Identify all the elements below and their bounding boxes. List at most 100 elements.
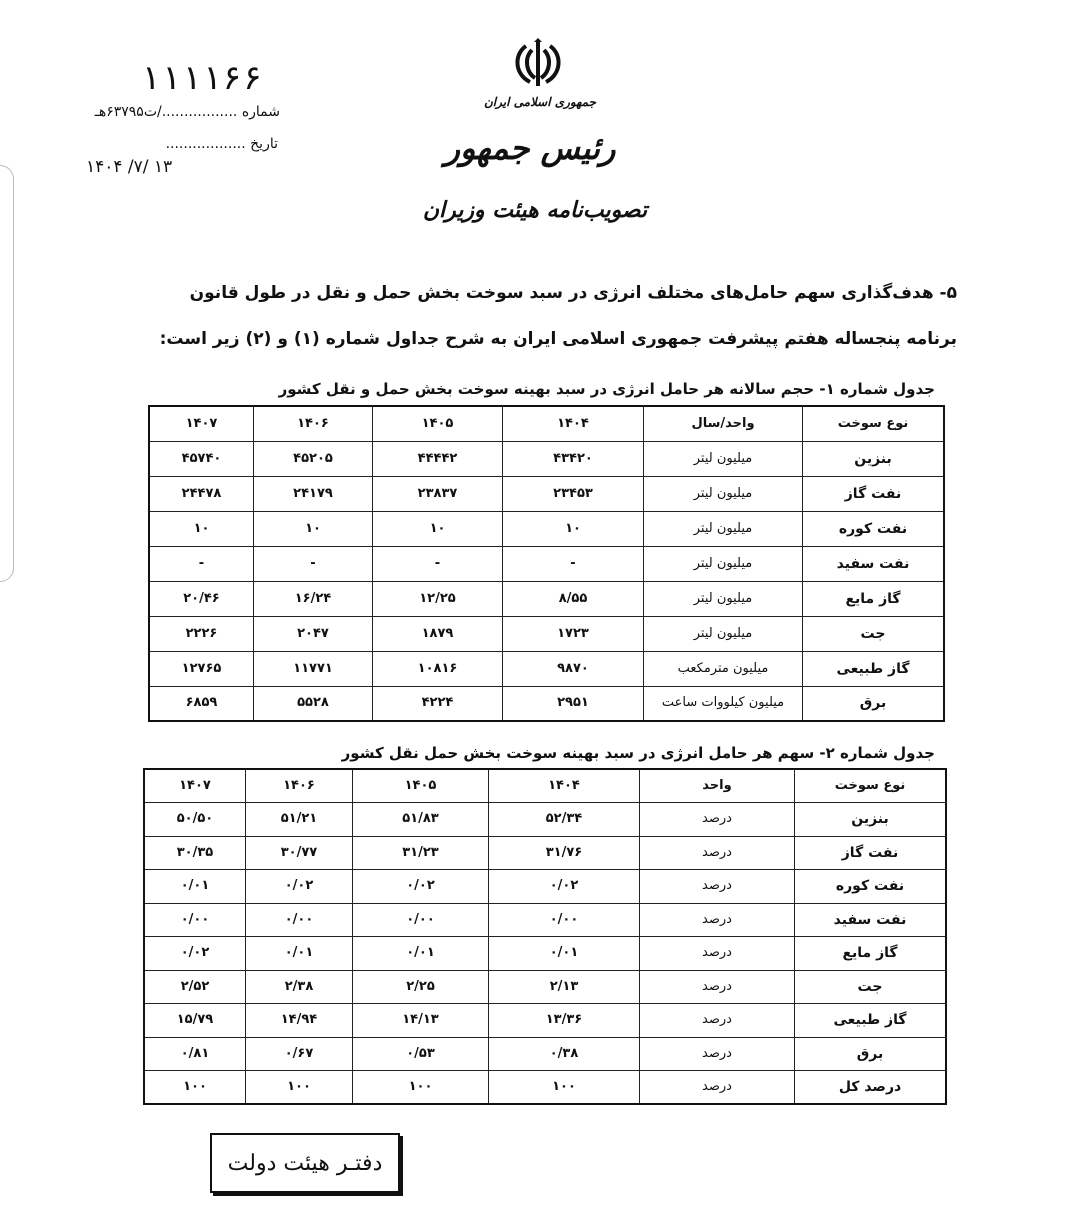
column-header: واحد <box>639 768 795 803</box>
value-cell: ۲۳۴۵۳ <box>502 475 644 512</box>
table-row: نفت گاز میلیون لیتر ۲۳۴۵۳ ۲۳۸۳۷ ۲۴۱۷۹ ۲۴۴۷۸ <box>148 475 945 512</box>
value-cell: ۲۰۴۷ <box>253 615 373 652</box>
value-cell: ۱۵/۷۹ <box>143 1003 246 1038</box>
value-cell: ۲۰/۴۶ <box>148 580 254 617</box>
fuel-type-cell: برق <box>794 1036 947 1071</box>
value-cell: ۱۲/۲۵ <box>372 580 503 617</box>
value-cell: ۴۵۷۴۰ <box>148 440 254 477</box>
value-cell: - <box>148 545 254 582</box>
table-row: نفت کوره میلیون لیتر ۱۰ ۱۰ ۱۰ ۱۰ <box>148 510 945 547</box>
value-cell: ۶۸۵۹ <box>148 685 254 722</box>
paragraph-line-1: ۵- هدف‌گذاری سهم حامل‌های مختلف انرژی در… <box>189 283 957 303</box>
value-cell: ۰/۳۸ <box>488 1036 640 1071</box>
value-cell: ۱۴/۱۳ <box>352 1003 489 1038</box>
fuel-type-cell: نفت سفید <box>794 902 947 937</box>
fuel-type-cell: جت <box>802 615 945 652</box>
table-row: برق درصد ۰/۳۸ ۰/۵۳ ۰/۶۷ ۰/۸۱ <box>143 1036 947 1071</box>
value-cell: ۰/۰۱ <box>352 936 489 971</box>
fuel-type-cell: نفت کوره <box>802 510 945 547</box>
table-header-row: نوع سوخت واحد ۱۴۰۴ ۱۴۰۵ ۱۴۰۶ ۱۴۰۷ <box>143 768 947 803</box>
value-cell: - <box>502 545 644 582</box>
value-cell: ۱۸۷۹ <box>372 615 503 652</box>
value-cell: ۰/۶۷ <box>245 1036 353 1071</box>
value-cell: ۲/۵۲ <box>143 969 246 1004</box>
unit-cell: درصد <box>639 902 795 937</box>
value-cell: ۱۰ <box>253 510 373 547</box>
value-cell: ۲۳۸۳۷ <box>372 475 503 512</box>
value-cell: ۲/۳۸ <box>245 969 353 1004</box>
column-header: ۱۴۰۵ <box>352 768 489 803</box>
value-cell: ۵۱/۸۳ <box>352 802 489 837</box>
fuel-type-cell: نفت کوره <box>794 869 947 904</box>
table1-title: جدول شماره ۱- حجم سالانه هر حامل انرژی د… <box>278 380 935 398</box>
value-cell: ۹۸۷۰ <box>502 650 644 687</box>
column-header: ۱۴۰۵ <box>372 405 503 442</box>
table-fuel-volume: نوع سوخت واحد/سال ۱۴۰۴ ۱۴۰۵ ۱۴۰۶ ۱۴۰۷ بنزین میل… <box>148 405 945 722</box>
fuel-type-cell: نفت سفید <box>802 545 945 582</box>
value-cell: ۰/۰۰ <box>352 902 489 937</box>
column-header: ۱۴۰۴ <box>488 768 640 803</box>
table-row: درصد کل درصد ۱۰۰ ۱۰۰ ۱۰۰ ۱۰۰ <box>143 1070 947 1105</box>
table-row: گاز طبیعی درصد ۱۳/۳۶ ۱۴/۱۳ ۱۴/۹۴ ۱۵/۷۹ <box>143 1003 947 1038</box>
table-fuel-share: نوع سوخت واحد ۱۴۰۴ ۱۴۰۵ ۱۴۰۶ ۱۴۰۷ بنزین درصد ۵۲/… <box>143 768 947 1105</box>
fuel-type-cell: گاز مایع <box>802 580 945 617</box>
table-row: گاز مایع میلیون لیتر ۸/۵۵ ۱۲/۲۵ ۱۶/۲۴ ۲۰/۴۶ <box>148 580 945 617</box>
value-cell: ۴۳۴۲۰ <box>502 440 644 477</box>
header-cabinet-decree: تصویب‌نامه هیئت وزیران <box>422 197 648 223</box>
value-cell: ۰/۰۰ <box>488 902 640 937</box>
cabinet-office-stamp: دفتـر هیئت دولت <box>210 1133 400 1193</box>
unit-cell: درصد <box>639 1003 795 1038</box>
column-header: نوع سوخت <box>802 405 945 442</box>
value-cell: ۴۲۲۴ <box>372 685 503 722</box>
fuel-type-cell: بنزین <box>794 802 947 837</box>
table-row: گاز طبیعی میلیون مترمکعب ۹۸۷۰ ۱۰۸۱۶ ۱۱۷۷۱ ۱۲۷… <box>148 650 945 687</box>
unit-cell: میلیون لیتر <box>643 510 803 547</box>
unit-cell: درصد <box>639 1070 795 1105</box>
fuel-type-cell: بنزین <box>802 440 945 477</box>
value-cell: ۵۵۲۸ <box>253 685 373 722</box>
table-row: نفت سفید میلیون لیتر - - - - <box>148 545 945 582</box>
value-cell: ۰/۰۱ <box>488 936 640 971</box>
fuel-type-cell: گاز طبیعی <box>802 650 945 687</box>
value-cell: ۲۹۵۱ <box>502 685 644 722</box>
value-cell: ۳۱/۲۳ <box>352 835 489 870</box>
unit-cell: درصد <box>639 869 795 904</box>
fuel-type-cell: درصد کل <box>794 1070 947 1105</box>
value-cell: ۱۰ <box>502 510 644 547</box>
unit-cell: میلیون لیتر <box>643 580 803 617</box>
date-label: تاریخ .................. <box>165 136 278 152</box>
value-cell: ۲۴۴۷۸ <box>148 475 254 512</box>
table-row: نفت سفید درصد ۰/۰۰ ۰/۰۰ ۰/۰۰ ۰/۰۰ <box>143 902 947 937</box>
column-header: ۱۴۰۶ <box>245 768 353 803</box>
column-header: واحد/سال <box>643 405 803 442</box>
table-row: نفت گاز درصد ۳۱/۷۶ ۳۱/۲۳ ۳۰/۷۷ ۳۰/۳۵ <box>143 835 947 870</box>
unit-cell: میلیون مترمکعب <box>643 650 803 687</box>
fuel-type-cell: برق <box>802 685 945 722</box>
unit-cell: میلیون لیتر <box>643 545 803 582</box>
table-row: جت درصد ۲/۱۳ ۲/۲۵ ۲/۳۸ ۲/۵۲ <box>143 969 947 1004</box>
value-cell: ۱۴/۹۴ <box>245 1003 353 1038</box>
value-cell: ۰/۰۱ <box>245 936 353 971</box>
value-cell: ۵۲/۳۴ <box>488 802 640 837</box>
value-cell: ۱۶/۲۴ <box>253 580 373 617</box>
value-cell: ۳۰/۷۷ <box>245 835 353 870</box>
table-header-row: نوع سوخت واحد/سال ۱۴۰۴ ۱۴۰۵ ۱۴۰۶ ۱۴۰۷ <box>148 405 945 442</box>
unit-cell: درصد <box>639 969 795 1004</box>
value-cell: ۲۲۲۶ <box>148 615 254 652</box>
value-cell: ۱۷۲۳ <box>502 615 644 652</box>
unit-cell: میلیون کیلووات ساعت <box>643 685 803 722</box>
value-cell: ۰/۰۰ <box>143 902 246 937</box>
header-president: رئیس جمهور <box>444 129 616 167</box>
value-cell: ۱۰۸۱۶ <box>372 650 503 687</box>
table-row: نفت کوره درصد ۰/۰۲ ۰/۰۲ ۰/۰۲ ۰/۰۱ <box>143 869 947 904</box>
value-cell: ۲/۱۳ <box>488 969 640 1004</box>
value-cell: ۱۰ <box>148 510 254 547</box>
date-value: ۱۴۰۴ /۷/ ۱۳ <box>86 157 173 177</box>
value-cell: ۰/۰۲ <box>488 869 640 904</box>
paragraph-line-2: برنامه پنجساله هفتم پیشرفت جمهوری اسلامی… <box>159 329 957 349</box>
iran-emblem-icon <box>515 38 561 86</box>
unit-cell: میلیون لیتر <box>643 615 803 652</box>
value-cell: ۱۰ <box>372 510 503 547</box>
value-cell: ۵۱/۲۱ <box>245 802 353 837</box>
table-row: جت میلیون لیتر ۱۷۲۳ ۱۸۷۹ ۲۰۴۷ ۲۲۲۶ <box>148 615 945 652</box>
